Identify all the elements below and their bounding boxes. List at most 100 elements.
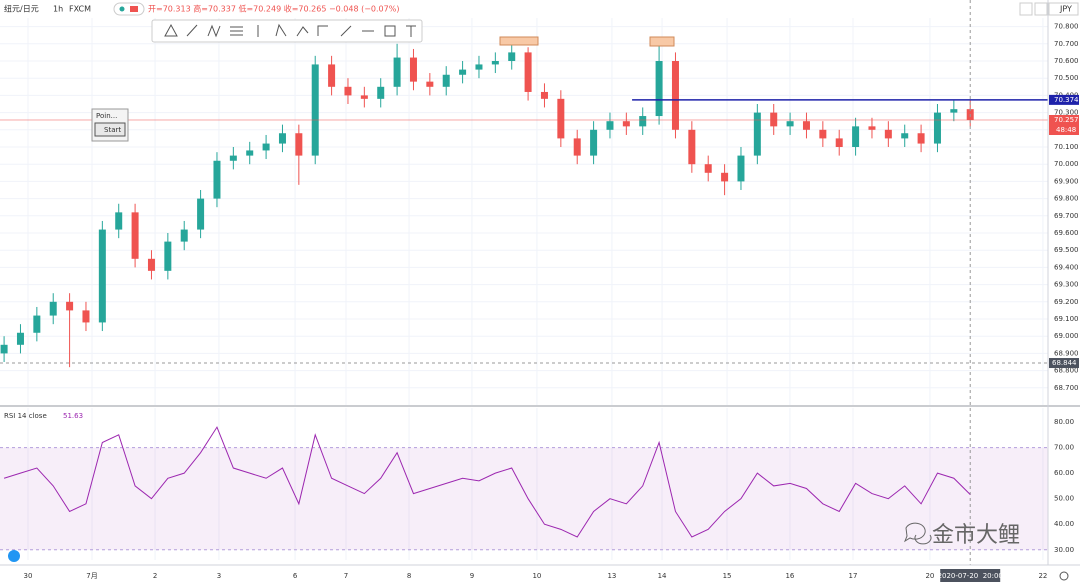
crosshair-label-bg: [1049, 358, 1079, 369]
x-tick-label: 8: [407, 572, 411, 580]
widget-title: Poin...: [96, 112, 117, 120]
reset-button[interactable]: [1034, 2, 1048, 16]
currency: JPY: [1059, 5, 1072, 14]
watermark-icon: [903, 522, 932, 545]
candle-body: [295, 133, 303, 156]
candle-body: [655, 61, 663, 117]
x-tick-label: 13: [607, 572, 616, 580]
tool-icon[interactable]: [296, 26, 309, 37]
x-tick-label: 7: [344, 572, 348, 580]
candle-body: [0, 344, 8, 354]
scroll-button[interactable]: [1019, 2, 1033, 16]
x-tick-label: 20: [925, 572, 934, 580]
interval: 1h: [53, 5, 63, 14]
annotation-box: [499, 36, 539, 46]
candle-body: [360, 95, 368, 99]
candle-body: [344, 86, 352, 96]
candle-body: [328, 64, 336, 87]
tool-icon[interactable]: [230, 26, 243, 36]
candle-body: [933, 112, 941, 144]
crosshair-price: 68.844: [1052, 359, 1077, 367]
candle-body: [901, 133, 909, 139]
candle-body: [852, 126, 860, 147]
x-tick-label: 2: [153, 572, 157, 580]
logo: [8, 550, 20, 562]
candle-body: [246, 150, 254, 156]
drawing-toolbar-box: [151, 19, 423, 43]
y-tick-label: 70.100: [1054, 143, 1079, 151]
y-tick-label: 70.300: [1054, 109, 1079, 117]
crosshair-time: 2020-07-20 20:00: [938, 572, 1003, 580]
tool-icon[interactable]: [406, 25, 416, 37]
x-tick-label: 6: [293, 572, 298, 580]
x-tick-label: 30: [24, 572, 33, 580]
candle-body: [573, 138, 581, 156]
tool-icon[interactable]: [384, 25, 396, 37]
candle-body: [147, 258, 155, 271]
candle-body: [606, 121, 614, 130]
candle-body: [688, 129, 696, 165]
candle-body: [639, 116, 647, 127]
ohlc: 开=70.313 高=70.337 低=70.249 收=70.265 −0.0…: [148, 4, 399, 14]
widget-button-label[interactable]: Start: [104, 126, 121, 134]
axes: 30 7月 2 3 6 7 8 9 10 13 14 15 16 17 20 2268.70068.80068…: [4, 23, 1079, 582]
tool-icon[interactable]: [317, 25, 328, 36]
candle-body: [82, 310, 90, 323]
x-tick-label: 3: [217, 572, 221, 580]
candle-body: [753, 112, 761, 156]
candle-body: [786, 121, 794, 127]
candle-body: [49, 301, 57, 316]
candle-body: [524, 52, 532, 92]
candle-body: [868, 126, 876, 130]
candle-body: [950, 109, 958, 113]
y-tick-label: 69.400: [1054, 263, 1079, 271]
candle-body: [442, 74, 450, 87]
candle-body: [737, 155, 745, 182]
tool-icon[interactable]: [340, 25, 352, 37]
status-pill[interactable]: [113, 2, 145, 16]
candle-body: [508, 52, 516, 61]
tool-icon[interactable]: [186, 24, 198, 37]
candle-body: [262, 143, 270, 151]
candle-body: [557, 98, 565, 139]
price-label-bg: [1049, 94, 1079, 105]
candle-body: [409, 57, 417, 82]
candle-body: [426, 81, 434, 87]
status-icon: [130, 6, 138, 12]
candle-body: [475, 64, 483, 70]
candle-body: [98, 229, 106, 323]
widget-button[interactable]: [94, 122, 126, 137]
y-tick-label: 68.700: [1054, 384, 1079, 392]
candle-body: [819, 129, 827, 139]
source: FXCM: [69, 5, 91, 14]
tool-icon[interactable]: [207, 24, 221, 38]
candle-body: [229, 155, 237, 161]
y-tick-label: 69.100: [1054, 315, 1079, 323]
tool-icon[interactable]: [275, 23, 287, 37]
last-price-label: 70.257: [1054, 116, 1079, 124]
candle-body: [491, 61, 499, 65]
x-tick-label: 14: [658, 572, 667, 580]
settings-icon[interactable]: [1059, 571, 1069, 581]
rsi-line: [3, 426, 971, 538]
y-tick-label: 70.500: [1054, 74, 1079, 82]
rsi-value: 51.63: [63, 412, 83, 420]
candle-body: [622, 121, 630, 127]
currency-box: [1048, 2, 1079, 16]
candle-body: [164, 241, 172, 271]
candle-body: [459, 69, 467, 75]
x-tick-label: 9: [470, 572, 474, 580]
candle-body: [917, 133, 925, 144]
rsi-band: [0, 447, 1048, 550]
candle-body: [721, 172, 729, 182]
y-tick-label: 69.700: [1054, 212, 1079, 220]
tool-icon[interactable]: [164, 23, 178, 37]
rsi-tick-label: 80.00: [1054, 418, 1074, 426]
x-tick-label: 15: [723, 572, 732, 580]
y-tick-label: 68.900: [1054, 349, 1079, 357]
countdown: 48:48: [1056, 126, 1076, 134]
candle-body: [180, 229, 188, 242]
candle-body: [278, 133, 286, 144]
